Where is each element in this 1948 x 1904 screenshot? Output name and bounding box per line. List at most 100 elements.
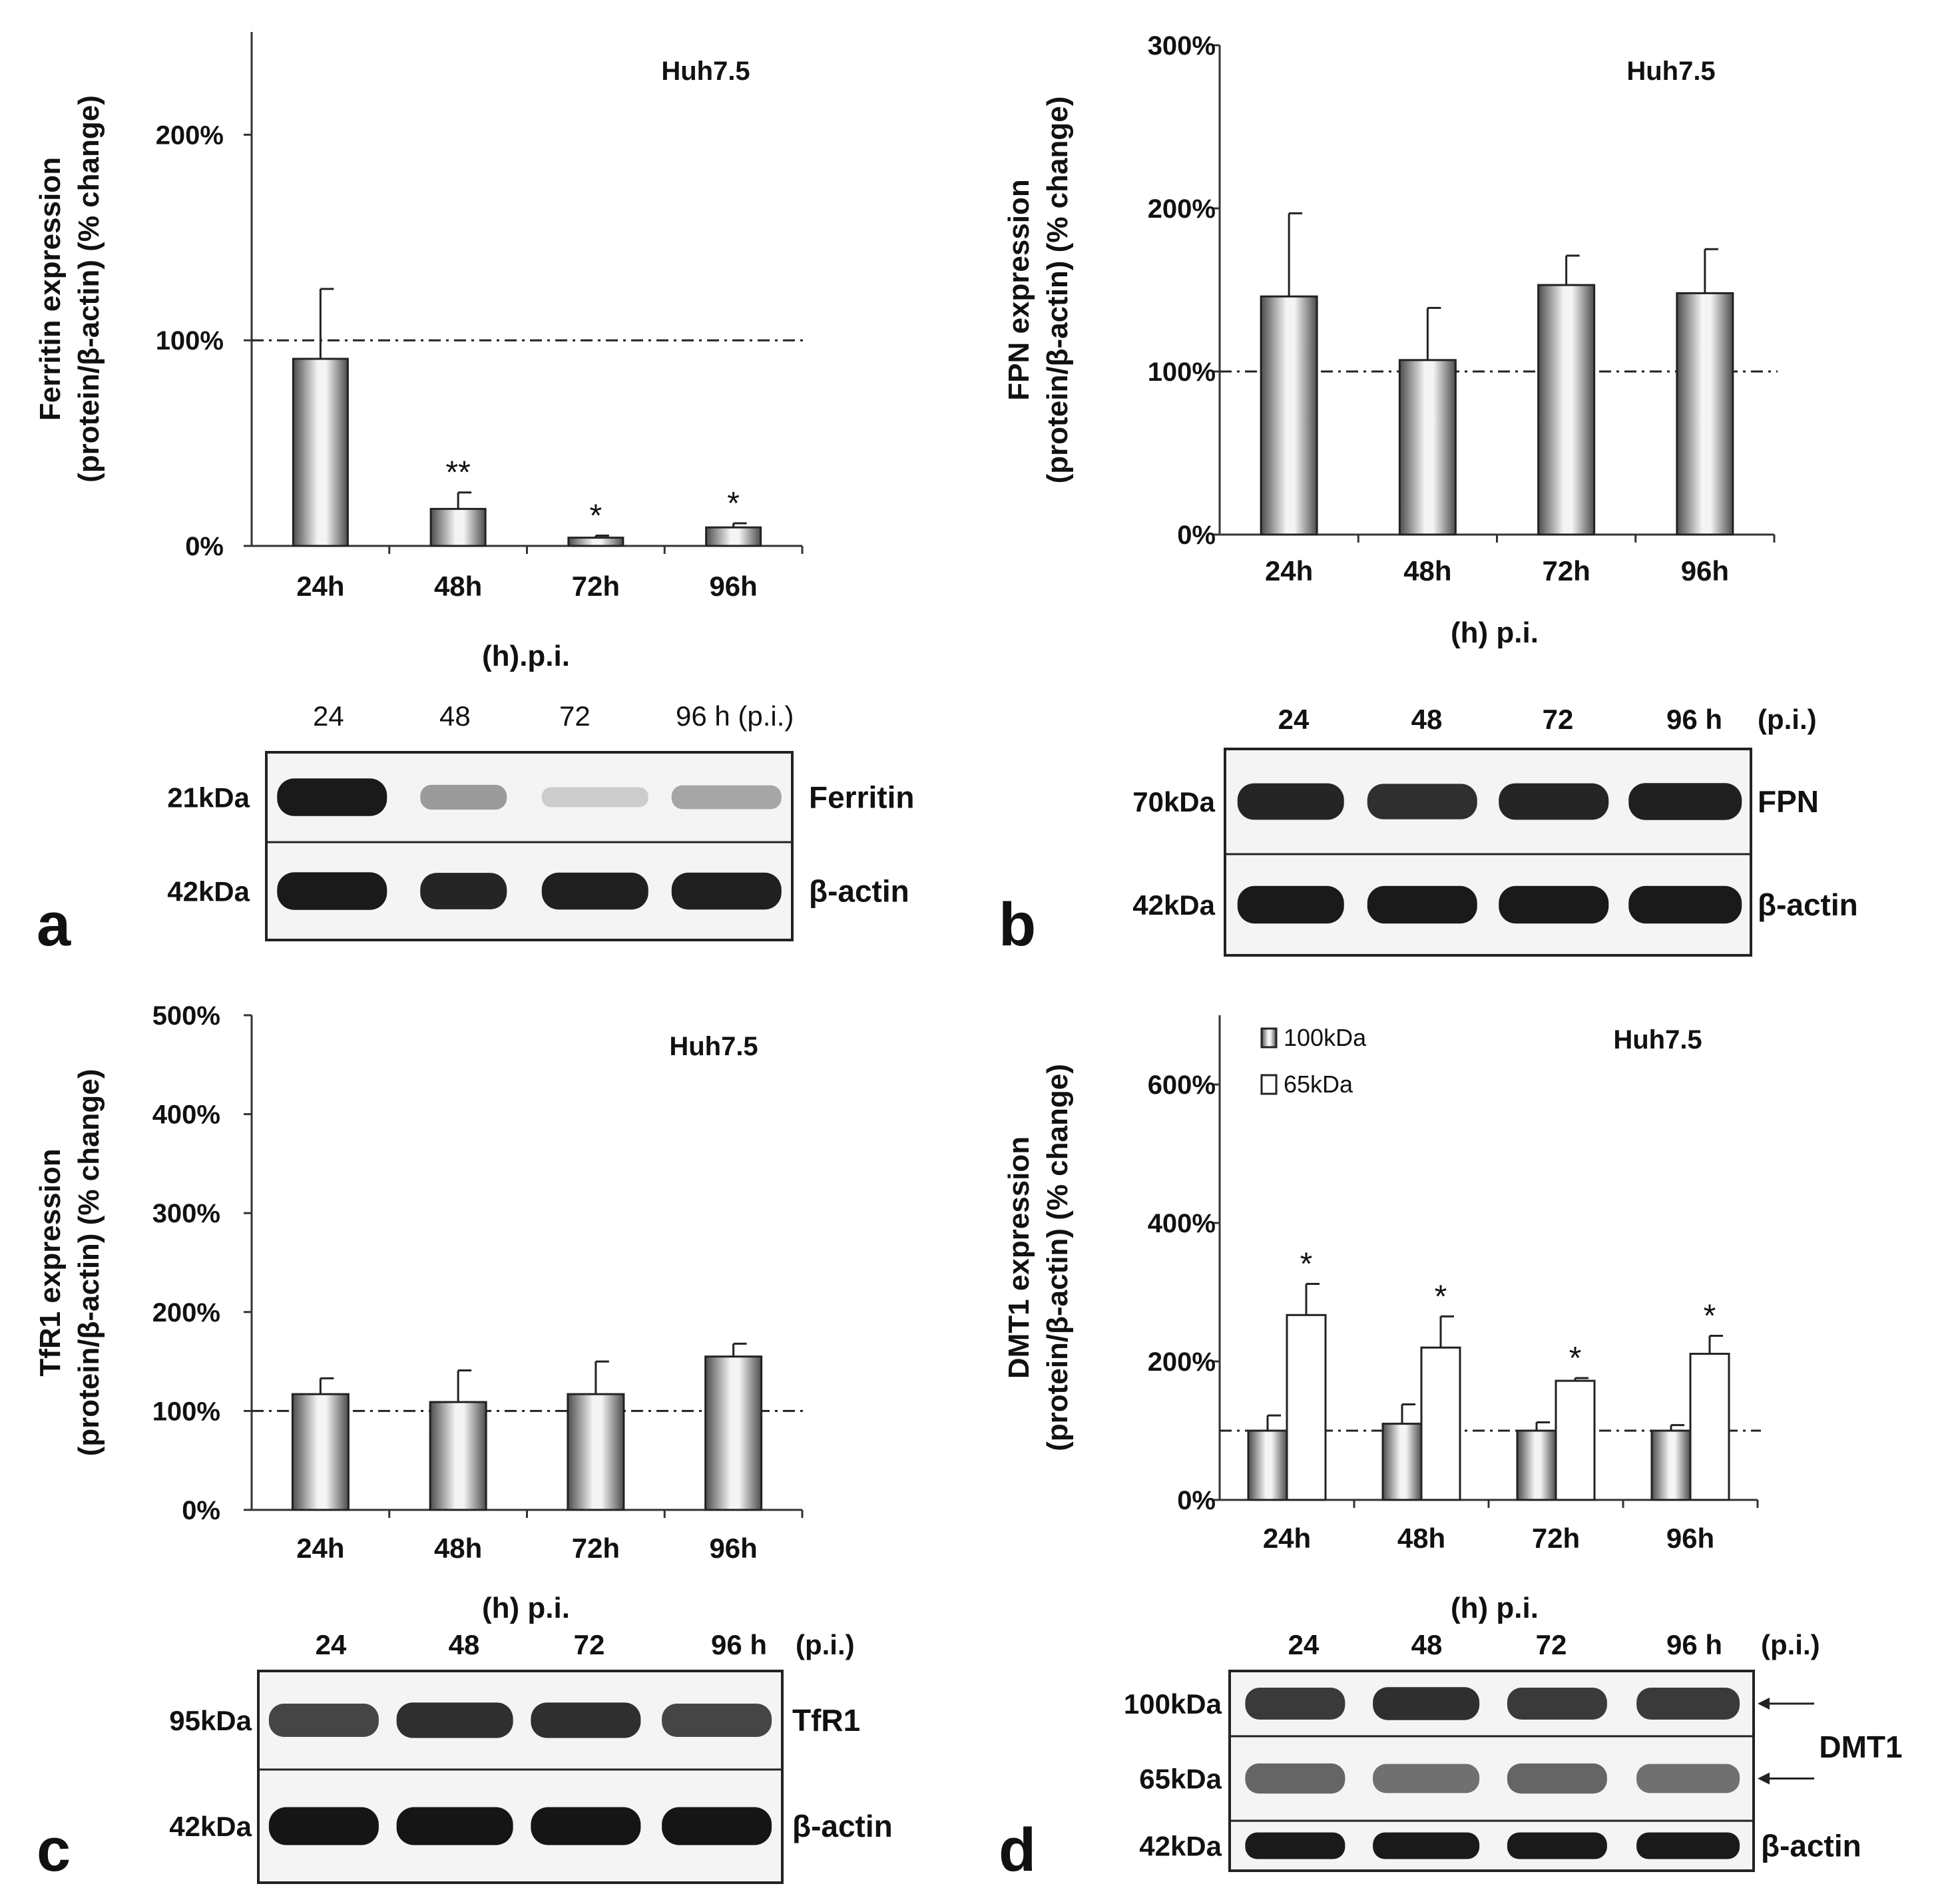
- y-tick-label: 300%: [1148, 31, 1216, 61]
- western-blot-b: 24 48 72 96 h (p.i.) 70kDa FPN 42kDa β-actin: [1132, 704, 1858, 957]
- blot-kda-label: 42kDa: [167, 876, 250, 907]
- blot-lane-label: 24: [316, 1629, 347, 1660]
- significance-marker: *: [1569, 1341, 1582, 1376]
- significance-marker: **: [445, 455, 470, 491]
- blot-band: [531, 1807, 641, 1845]
- y-axis-label-line1: Ferritin expression: [34, 157, 67, 421]
- blot-lane-label: 24: [313, 700, 344, 732]
- blot-band: [1245, 1832, 1345, 1859]
- chart-annotation: Huh7.5: [669, 1032, 758, 1061]
- x-tick-label: 72h: [572, 571, 620, 602]
- chart-annotation: Huh7.5: [661, 57, 750, 86]
- blot-band: [541, 787, 648, 808]
- legend-label: 65kDa: [1284, 1071, 1353, 1098]
- blot-band: [420, 784, 507, 810]
- blot-group-label: DMT1: [1819, 1730, 1902, 1764]
- chart-annotation: Huh7.5: [1613, 1025, 1702, 1055]
- y-axis-label: FPN expression (protein/β-actin) (% chang…: [1003, 97, 1074, 484]
- blot-band: [396, 1702, 513, 1738]
- x-tick-label: 72h: [572, 1533, 620, 1564]
- chart-panel-a: 0%100%200%24h 48h 72h 96h*** *Huh7.5Ferritin…: [34, 32, 806, 672]
- blot-lane-label: 48: [449, 1629, 480, 1660]
- bar: [291, 1393, 350, 1511]
- significance-marker: *: [1704, 1299, 1716, 1334]
- blot-band: [662, 1703, 772, 1738]
- blot-band: [1507, 1763, 1607, 1794]
- x-tick-label: 24h: [296, 571, 344, 602]
- y-axis-label: TfR1 expression (protein/β-actin) (% chan…: [34, 1069, 105, 1457]
- significance-marker: *: [1300, 1247, 1313, 1282]
- blot-lane-label: 96 h: [711, 1629, 767, 1660]
- western-blot-a: 24 48 72 96 h (p.i.) 21kDa Ferritin 42kDa β-act…: [167, 700, 914, 941]
- blot-lane-label: 72: [1543, 704, 1574, 735]
- blot-lane-label: 96 h (p.i.): [676, 700, 794, 732]
- blot-protein-label: TfR1: [792, 1703, 860, 1738]
- blot-band: [662, 1807, 772, 1845]
- legend-swatch: [1260, 1074, 1278, 1095]
- y-axis-label-line2: (protein/β-actin) (% change): [73, 1069, 105, 1457]
- bar: [1398, 359, 1457, 536]
- y-tick-label: 100%: [1148, 357, 1216, 387]
- bar: [1247, 1429, 1288, 1501]
- blot-band: [1636, 1832, 1740, 1859]
- y-axis-label: DMT1 expression (protein/β-actin) (% chan…: [1003, 1064, 1074, 1451]
- x-axis-label: (h) p.i.: [482, 1592, 570, 1624]
- bar: [429, 507, 487, 547]
- blot-band: [1367, 784, 1477, 820]
- panel-letter-a: a: [37, 891, 71, 959]
- blot-band: [396, 1807, 513, 1845]
- blot-lane-label: 48: [1411, 704, 1443, 735]
- bar: [1381, 1423, 1423, 1501]
- blot-lane-suffix: (p.i.): [1761, 1629, 1820, 1660]
- western-blot-d: 24 48 72 96 h (p.i.) 100kDa 65kDa 42kDa β-actin D…: [1124, 1629, 1903, 1872]
- blot-band: [531, 1702, 641, 1738]
- chart-panel-b: 0% 100% 200% 300% 24h 48h 72h 96h Huh7.5 FPN expr…: [1003, 31, 1778, 649]
- y-axis-label-line1: DMT1 expression: [1003, 1136, 1035, 1379]
- y-tick-label: 300%: [152, 1199, 220, 1228]
- x-tick-label: 48h: [434, 1533, 482, 1564]
- chart-panel-c: 0% 100% 200% 300% 400% 500% 24h 48h 72h 96h Huh7.5…: [34, 1001, 806, 1624]
- blot-band: [1237, 783, 1344, 820]
- panel-letter-b: b: [999, 891, 1036, 959]
- y-tick-label: 0%: [185, 532, 224, 561]
- blot-band: [671, 785, 782, 810]
- blot-kda-label: 95kDa: [169, 1705, 252, 1736]
- blot-protein-label: β-actin: [1758, 887, 1858, 922]
- y-axis-label: Ferritin expression (protein/β-actin) (% …: [34, 95, 105, 483]
- blot-band: [1373, 1832, 1480, 1859]
- blot-kda-label: 42kDa: [1139, 1831, 1222, 1862]
- y-tick-label: 600%: [1148, 1071, 1216, 1100]
- blot-protein-label: FPN: [1758, 784, 1819, 819]
- blot-lane-suffix: (p.i.): [796, 1629, 855, 1660]
- blot-protein-label: β-actin: [792, 1809, 893, 1843]
- blot-lane-label: 96 h: [1666, 1629, 1722, 1660]
- y-axis-label-line2: (protein/β-actin) (% change): [1041, 97, 1074, 484]
- x-axis-label: (h) p.i.: [1451, 1592, 1539, 1624]
- x-axis-label: (h).p.i.: [482, 640, 570, 672]
- x-tick-label: 48h: [1403, 555, 1451, 587]
- y-tick-label: 400%: [152, 1100, 220, 1130]
- bar: [705, 526, 762, 547]
- blot-band: [1245, 1763, 1345, 1794]
- bar: [1260, 295, 1318, 536]
- bar: [1420, 1346, 1461, 1501]
- panel-letter-c: c: [37, 1816, 71, 1884]
- x-axis-label: (h) p.i.: [1451, 616, 1539, 649]
- blot-protein-label: β-actin: [809, 874, 909, 909]
- blot-band: [1507, 1688, 1607, 1720]
- blot-band: [1373, 1687, 1480, 1720]
- significance-marker: *: [727, 486, 740, 521]
- western-blot-c: 24 48 72 96 h (p.i.) 95kDa TfR1 42kDa β-actin: [169, 1629, 893, 1884]
- blot-protein-label: Ferritin: [809, 780, 914, 815]
- blot-band: [1367, 885, 1477, 924]
- significance-marker: *: [1435, 1279, 1447, 1314]
- blot-band: [671, 872, 782, 910]
- y-tick-label: 100%: [156, 326, 224, 356]
- y-axis-label-line1: TfR1 expression: [34, 1148, 67, 1376]
- blot-band: [1628, 885, 1742, 924]
- bar: [704, 1355, 763, 1511]
- blot-arrowhead: [1758, 1698, 1770, 1710]
- y-tick-label: 200%: [1148, 194, 1216, 224]
- blot-band: [1636, 1688, 1740, 1720]
- blot-border: [1228, 1670, 1755, 1872]
